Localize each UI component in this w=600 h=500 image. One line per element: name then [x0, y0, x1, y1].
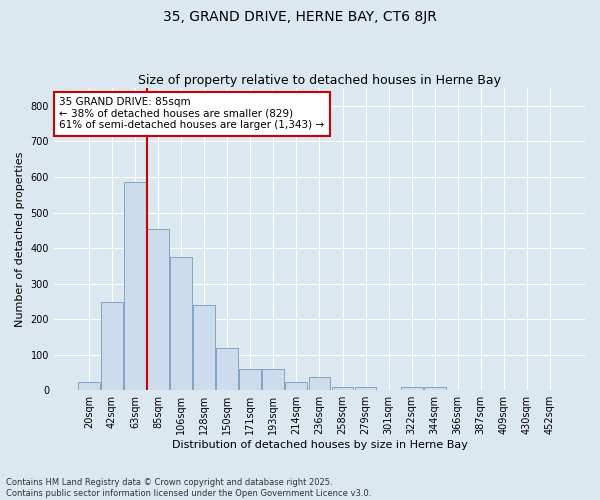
Bar [286, 382, 307, 390]
Bar [262, 369, 284, 390]
Text: 35 GRAND DRIVE: 85sqm
← 38% of detached houses are smaller (829)
61% of semi-det: 35 GRAND DRIVE: 85sqm ← 38% of detached … [59, 97, 325, 130]
Bar [147, 228, 169, 390]
Bar [124, 182, 146, 390]
Title: Size of property relative to detached houses in Herne Bay: Size of property relative to detached ho… [138, 74, 501, 87]
Bar [424, 386, 446, 390]
Bar [308, 376, 331, 390]
Bar [217, 348, 238, 390]
Text: 35, GRAND DRIVE, HERNE BAY, CT6 8JR: 35, GRAND DRIVE, HERNE BAY, CT6 8JR [163, 10, 437, 24]
Y-axis label: Number of detached properties: Number of detached properties [15, 152, 25, 327]
Bar [239, 369, 261, 390]
Bar [78, 382, 100, 390]
Bar [193, 305, 215, 390]
Bar [170, 257, 192, 390]
X-axis label: Distribution of detached houses by size in Herne Bay: Distribution of detached houses by size … [172, 440, 467, 450]
Bar [332, 386, 353, 390]
Bar [101, 302, 123, 390]
Text: Contains HM Land Registry data © Crown copyright and database right 2025.
Contai: Contains HM Land Registry data © Crown c… [6, 478, 371, 498]
Bar [355, 386, 376, 390]
Bar [401, 386, 422, 390]
